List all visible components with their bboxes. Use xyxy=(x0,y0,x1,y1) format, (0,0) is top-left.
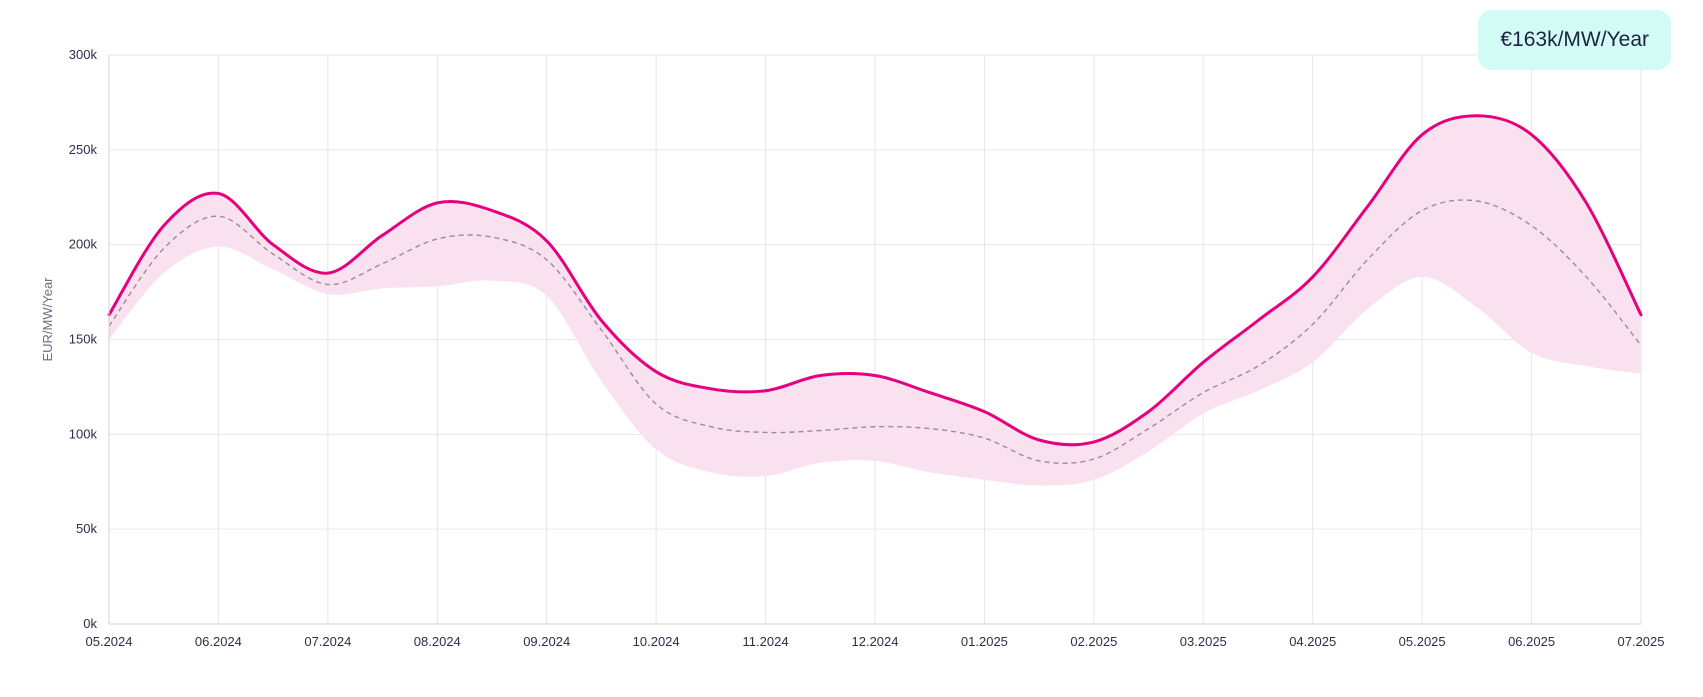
x-tick-label: 06.2025 xyxy=(1508,634,1555,649)
x-tick-label: 11.2024 xyxy=(743,634,789,649)
y-tick-label: 200k xyxy=(69,237,98,252)
x-tick-label: 10.2024 xyxy=(633,634,680,649)
x-tick-label: 03.2025 xyxy=(1180,634,1227,649)
x-tick-label: 02.2025 xyxy=(1070,634,1117,649)
x-tick-label: 04.2025 xyxy=(1289,634,1336,649)
axes xyxy=(108,55,1641,625)
x-tick-label: 12.2024 xyxy=(852,634,899,649)
x-tick-label: 01.2025 xyxy=(961,634,1008,649)
value-badge: €163k/MW/Year xyxy=(1478,10,1671,70)
x-tick-label: 09.2024 xyxy=(523,634,570,649)
grid xyxy=(109,54,1642,624)
x-tick-label: 07.2024 xyxy=(304,634,351,649)
y-tick-label: 300k xyxy=(69,47,98,62)
median-line xyxy=(108,199,1642,464)
x-tick-label: 07.2025 xyxy=(1618,634,1665,649)
upper-line xyxy=(107,114,1643,447)
x-tick-label: 05.2024 xyxy=(86,634,133,649)
x-tick-labels: 05.2024 06.2024 07.2024 08.2024 09.2024 10.20… xyxy=(86,634,1665,649)
range-band xyxy=(109,115,1641,486)
y-tick-label: 50k xyxy=(76,521,97,536)
y-axis-label: EUR/MW/Year xyxy=(40,277,55,362)
y-tick-label: 250k xyxy=(69,142,98,157)
x-tick-label: 06.2024 xyxy=(195,634,242,649)
y-tick-labels: 0k 50k 100k 150k 200k 250k 300k xyxy=(69,47,98,631)
y-tick-label: 100k xyxy=(69,426,98,441)
y-tick-label: 150k xyxy=(69,332,98,347)
x-tick-label: 08.2024 xyxy=(414,634,461,649)
x-tick-label: 05.2025 xyxy=(1399,634,1446,649)
y-tick-label: 0k xyxy=(83,616,97,631)
